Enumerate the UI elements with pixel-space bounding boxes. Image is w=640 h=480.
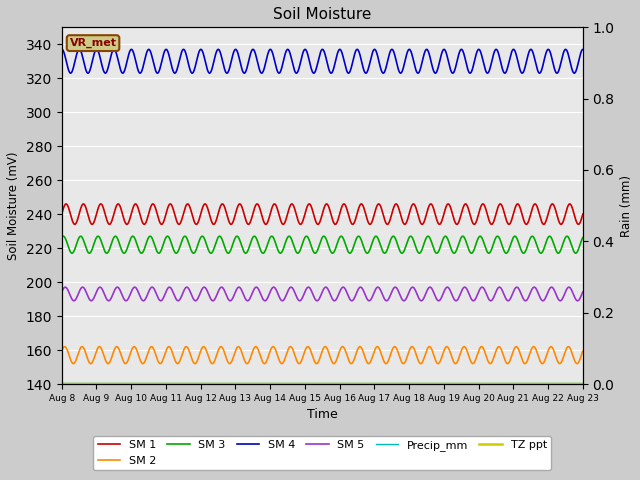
SM 2 [397,357,404,363]
SM 4 [58,47,65,52]
Legend: SM 1, SM 2, SM 3, SM 4, SM 5, Precip_mm, TZ ppt: SM 1, SM 2, SM 3, SM 4, SM 5, Precip_mm,… [93,436,551,470]
SM 5 [58,289,65,295]
SM 4 [447,67,454,73]
SM 5 [426,284,434,290]
Line: SM 4: SM 4 [61,49,583,73]
SM 2 [371,348,378,354]
TZ ppt [447,381,454,387]
Precip_mm [257,381,265,386]
SM 2 [486,361,494,367]
SM 2 [435,361,442,367]
SM 1 [371,211,378,217]
Precip_mm [579,381,587,386]
SM 2 [257,354,265,360]
SM 3 [579,235,587,240]
SM 1 [579,211,587,217]
Y-axis label: Soil Moisture (mV): Soil Moisture (mV) [7,151,20,260]
Line: SM 3: SM 3 [61,236,583,253]
TZ ppt [397,381,404,387]
TZ ppt [371,381,378,387]
SM 3 [371,235,378,240]
SM 4 [397,70,404,76]
SM 3 [303,233,310,239]
SM 5 [152,291,160,297]
TZ ppt [257,381,265,387]
SM 5 [257,291,265,297]
SM 3 [58,235,65,240]
SM 4 [171,70,179,76]
TZ ppt [152,381,160,387]
SM 2 [152,354,160,360]
SM 1 [397,212,404,218]
SM 5 [579,289,587,295]
Line: SM 1: SM 1 [61,204,583,224]
Precip_mm [447,381,454,386]
X-axis label: Time: Time [307,408,338,421]
SM 1 [447,205,454,211]
Precip_mm [58,381,65,386]
Line: SM 2: SM 2 [61,347,583,364]
Line: SM 5: SM 5 [61,287,583,301]
Precip_mm [371,381,378,386]
SM 1 [486,220,494,226]
SM 3 [257,248,265,254]
SM 2 [269,344,277,349]
Text: VR_met: VR_met [70,38,116,48]
SM 3 [138,251,145,256]
SM 1 [152,208,160,214]
Precip_mm [152,381,160,386]
SM 4 [257,70,265,75]
SM 5 [261,298,269,304]
TZ ppt [579,381,587,387]
SM 1 [401,221,408,227]
SM 2 [447,351,454,357]
SM 5 [397,294,404,300]
SM 4 [336,47,344,52]
SM 1 [257,209,265,215]
SM 3 [152,247,160,253]
SM 1 [236,201,244,207]
Precip_mm [397,381,404,386]
SM 4 [371,47,378,52]
SM 3 [397,250,404,255]
SM 5 [371,289,378,295]
SM 4 [579,47,587,52]
SM 5 [486,298,494,303]
SM 4 [486,64,494,70]
TZ ppt [486,381,494,387]
SM 2 [579,348,587,354]
SM 5 [447,289,454,295]
SM 1 [58,211,65,217]
SM 3 [486,249,494,255]
SM 2 [58,348,65,354]
Precip_mm [486,381,494,386]
SM 4 [152,70,160,75]
Title: Soil Moisture: Soil Moisture [273,7,371,22]
Y-axis label: Rain (mm): Rain (mm) [620,175,633,237]
SM 3 [447,245,454,251]
TZ ppt [58,381,65,387]
